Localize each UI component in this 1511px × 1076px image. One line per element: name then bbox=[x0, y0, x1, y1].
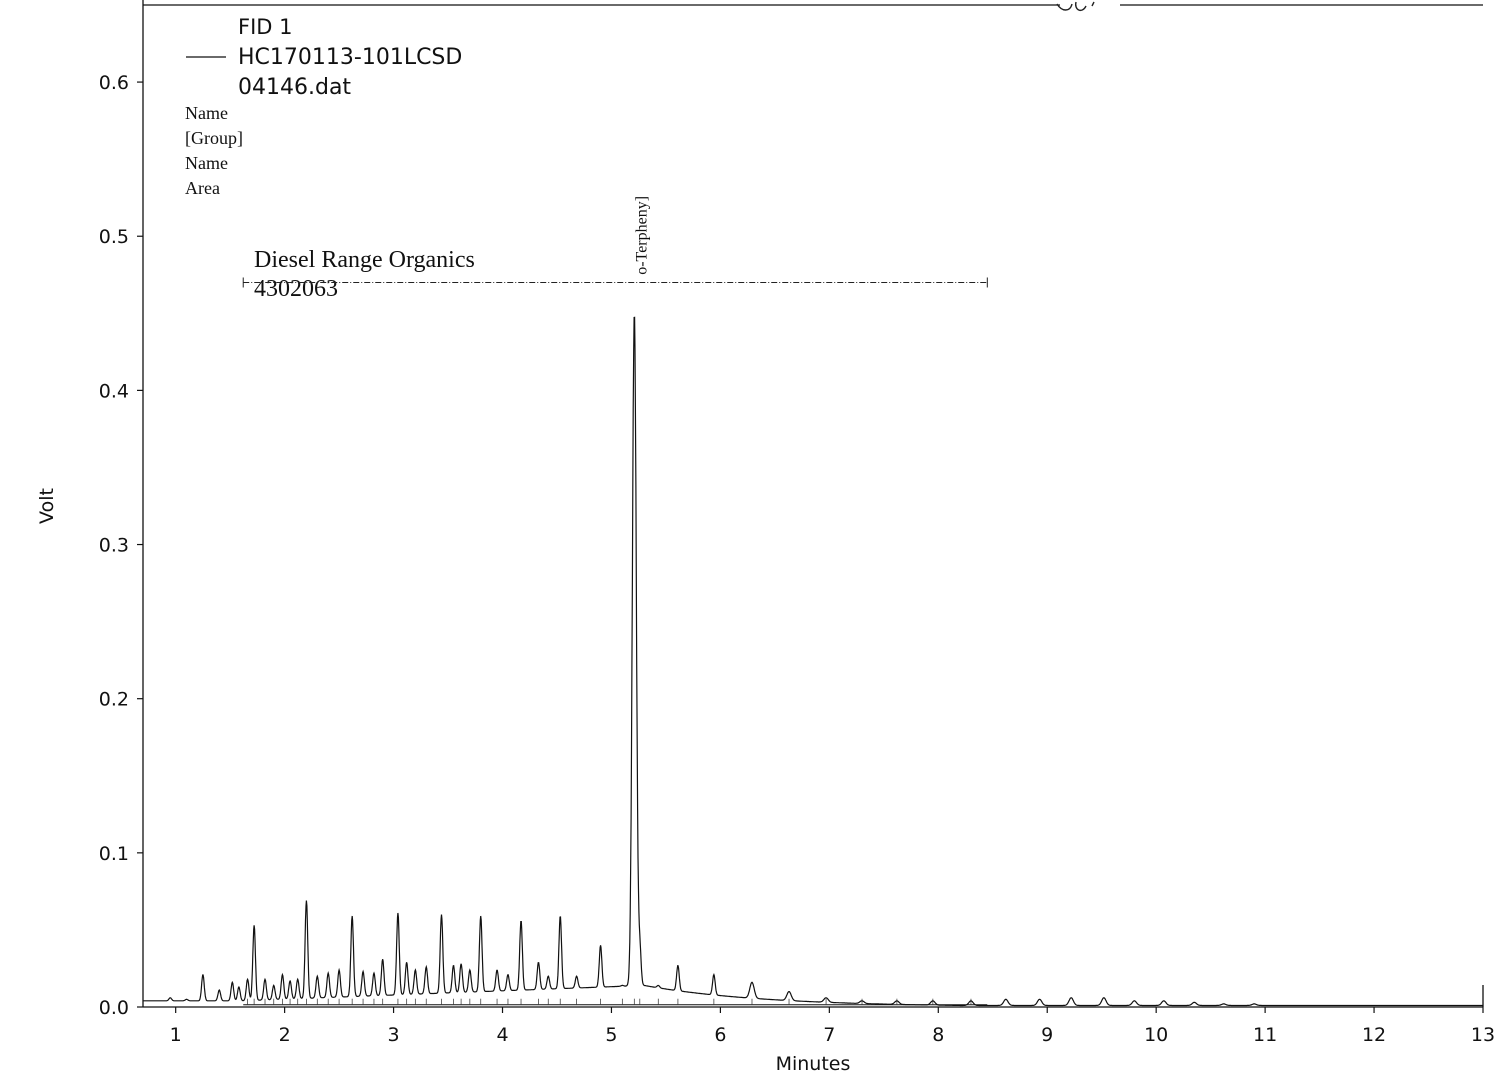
y-tick-label: 0.1 bbox=[99, 843, 129, 865]
legend-file-name: 04146.dat bbox=[238, 75, 351, 100]
x-tick-label: 3 bbox=[388, 1024, 400, 1046]
x-tick-label: 6 bbox=[714, 1024, 726, 1046]
series-line-hc170113-101lcsd bbox=[143, 316, 1483, 1007]
x-tick-label: 12 bbox=[1362, 1024, 1386, 1046]
y-tick-label: 0.5 bbox=[99, 226, 129, 248]
x-axis-ticks: 1 2 3 4 5 6 7 8 9 10 11 12 13 bbox=[170, 1007, 1495, 1046]
legend-field-area: Area bbox=[185, 178, 220, 198]
range-name-label: Diesel Range Organics bbox=[254, 247, 475, 273]
x-axis-label: Minutes bbox=[776, 1053, 851, 1075]
y-axis-label: Volt bbox=[36, 488, 58, 524]
y-tick-label: 0.4 bbox=[99, 380, 129, 402]
x-tick-label: 5 bbox=[605, 1024, 617, 1046]
x-tick-label: 13 bbox=[1471, 1024, 1495, 1046]
x-tick-label: 7 bbox=[823, 1024, 835, 1046]
legend-detector: FID 1 bbox=[238, 15, 292, 39]
x-tick-label: 4 bbox=[496, 1024, 508, 1046]
x-tick-label: 9 bbox=[1041, 1024, 1053, 1046]
legend-field-name: Name bbox=[185, 103, 228, 123]
legend-field-group: [Group] bbox=[185, 128, 243, 148]
chromatogram-trace bbox=[143, 316, 1483, 1007]
legend-field-name-2: Name bbox=[185, 153, 228, 173]
y-tick-label: 0.0 bbox=[99, 997, 129, 1019]
x-tick-label: 8 bbox=[932, 1024, 944, 1046]
legend: FID 1 HC170113-101LCSD 04146.dat Name [G… bbox=[185, 15, 462, 198]
range-annotation: Diesel Range Organics 4302063 bbox=[242, 247, 988, 302]
peak-label-o-terphenyl: o-Terpheny] bbox=[633, 196, 650, 275]
y-tick-label: 0.2 bbox=[99, 689, 129, 711]
x-tick-label: 11 bbox=[1253, 1024, 1277, 1046]
range-area-label: 4302063 bbox=[254, 276, 338, 302]
legend-series-name: HC170113-101LCSD bbox=[238, 45, 462, 70]
x-tick-label: 2 bbox=[279, 1024, 291, 1046]
plot-frame bbox=[142, 0, 1484, 1008]
integration-baseline bbox=[243, 998, 988, 1006]
y-axis-ticks: 0.0 0.1 0.2 0.3 0.4 0.5 0.6 bbox=[99, 72, 143, 1019]
y-tick-label: 0.3 bbox=[99, 535, 129, 557]
x-tick-label: 10 bbox=[1144, 1024, 1168, 1046]
x-tick-label: 1 bbox=[170, 1024, 182, 1046]
handwritten-mark bbox=[1056, 1, 1095, 12]
y-tick-label: 0.6 bbox=[99, 72, 129, 94]
